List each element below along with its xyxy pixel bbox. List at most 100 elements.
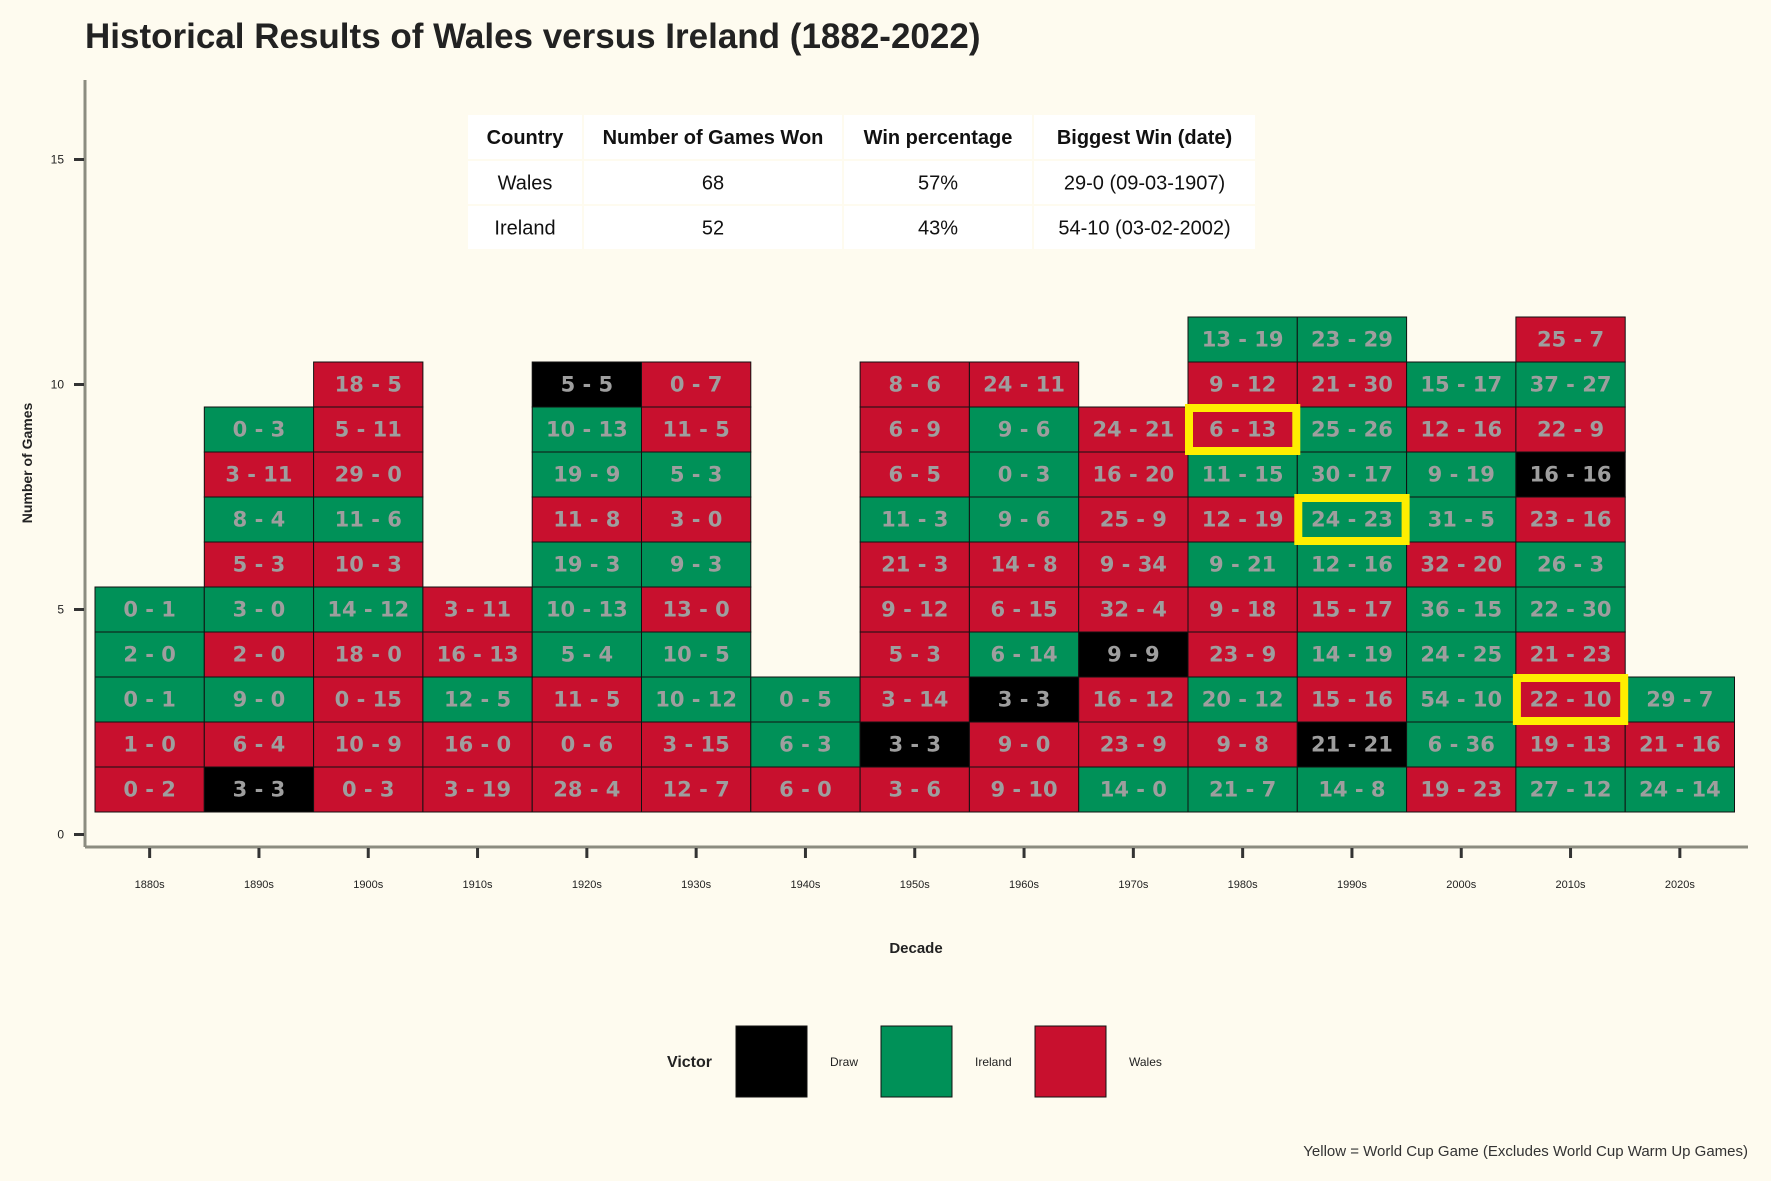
tile-label: 12 - 5 bbox=[444, 688, 511, 712]
tile-label: 27 - 12 bbox=[1530, 778, 1612, 802]
legend-label: Draw bbox=[830, 1055, 858, 1069]
tile-label: 36 - 15 bbox=[1420, 598, 1502, 622]
tile-label: 6 - 13 bbox=[1209, 418, 1276, 442]
table-cell-bg bbox=[468, 115, 582, 159]
y-tick-label: 5 bbox=[57, 603, 64, 617]
tile bbox=[1078, 406, 1189, 453]
x-tick-label: 1980s bbox=[1228, 879, 1258, 891]
tile bbox=[531, 541, 643, 588]
tile-label: 9 - 12 bbox=[1209, 373, 1276, 397]
tile-label: 1 - 0 bbox=[123, 733, 176, 757]
tile bbox=[641, 451, 752, 498]
tile-label: 24 - 14 bbox=[1639, 778, 1721, 802]
tile-label: 25 - 7 bbox=[1537, 328, 1604, 352]
tile bbox=[531, 631, 643, 678]
tile-label: 11 - 3 bbox=[881, 508, 948, 532]
tile-label: 3 - 15 bbox=[663, 733, 730, 757]
tile bbox=[94, 721, 205, 768]
table-cell: 57% bbox=[918, 173, 958, 195]
tile bbox=[750, 676, 861, 723]
x-axis-label: Decade bbox=[889, 940, 942, 957]
tile bbox=[1406, 406, 1517, 453]
tile-label: 23 - 9 bbox=[1100, 733, 1167, 757]
tile-label: 20 - 12 bbox=[1202, 688, 1284, 712]
tile-label: 6 - 9 bbox=[888, 418, 941, 442]
tile bbox=[313, 541, 424, 588]
tile-label: 9 - 8 bbox=[1216, 733, 1269, 757]
tile bbox=[641, 676, 752, 723]
table-cell-bg bbox=[1034, 161, 1255, 204]
tile bbox=[1187, 586, 1298, 633]
tile bbox=[968, 451, 1080, 498]
tile-label: 6 - 4 bbox=[233, 733, 286, 757]
legend-swatch bbox=[1034, 1025, 1107, 1098]
tile bbox=[1296, 496, 1408, 543]
tile-label: 9 - 10 bbox=[990, 778, 1057, 802]
tile bbox=[1078, 766, 1189, 813]
tile-label: 3 - 0 bbox=[670, 508, 723, 532]
tile bbox=[859, 451, 970, 498]
world-cup-highlight bbox=[1294, 494, 1410, 545]
tile bbox=[1515, 586, 1626, 633]
tile bbox=[203, 586, 315, 633]
table-cell-bg bbox=[1034, 206, 1255, 249]
tile-label: 9 - 0 bbox=[233, 688, 286, 712]
x-tick-label: 2000s bbox=[1446, 879, 1476, 891]
x-tick-label: 1990s bbox=[1337, 879, 1367, 891]
tile-label: 22 - 9 bbox=[1537, 418, 1604, 442]
tile bbox=[1296, 406, 1408, 453]
table-cell-bg bbox=[584, 206, 842, 249]
tile-label: 5 - 4 bbox=[561, 643, 614, 667]
x-tick-label: 1920s bbox=[572, 879, 602, 891]
tile bbox=[968, 676, 1080, 723]
tile bbox=[203, 406, 315, 453]
tile-label: 6 - 5 bbox=[888, 463, 941, 487]
tile-label: 54 - 10 bbox=[1420, 688, 1502, 712]
tile-label: 21 - 7 bbox=[1209, 778, 1276, 802]
tile-label: 0 - 15 bbox=[335, 688, 402, 712]
tile bbox=[859, 361, 970, 408]
tile bbox=[94, 586, 205, 633]
y-tick-label: 10 bbox=[51, 378, 65, 392]
x-tick-label: 1970s bbox=[1118, 879, 1148, 891]
legend-label: Wales bbox=[1129, 1055, 1162, 1069]
tile-label: 3 - 11 bbox=[444, 598, 511, 622]
tile-label: 24 - 11 bbox=[983, 373, 1065, 397]
table-cell: 29-0 (09-03-1907) bbox=[1064, 173, 1225, 195]
tile bbox=[641, 541, 752, 588]
tile-label: 14 - 8 bbox=[1318, 778, 1385, 802]
tile bbox=[203, 541, 315, 588]
tile bbox=[203, 721, 315, 768]
table-cell: 43% bbox=[918, 218, 958, 240]
tile bbox=[1515, 721, 1626, 768]
tile bbox=[1515, 451, 1626, 498]
tile bbox=[1624, 766, 1735, 813]
footnote: Yellow = World Cup Game (Excludes World … bbox=[1303, 1143, 1748, 1160]
tile bbox=[1406, 451, 1517, 498]
tile bbox=[968, 361, 1080, 408]
table-cell-bg bbox=[468, 161, 582, 204]
tile bbox=[531, 406, 643, 453]
table-header-cell: Country bbox=[487, 127, 565, 149]
table-cell: Wales bbox=[498, 173, 553, 195]
tile bbox=[313, 586, 424, 633]
tile-label: 11 - 5 bbox=[663, 418, 730, 442]
tile-label: 0 - 1 bbox=[123, 688, 176, 712]
tile bbox=[531, 496, 643, 543]
tile bbox=[313, 676, 424, 723]
tile bbox=[1624, 721, 1735, 768]
tile bbox=[968, 721, 1080, 768]
tile-label: 3 - 3 bbox=[998, 688, 1051, 712]
tile-label: 10 - 3 bbox=[335, 553, 402, 577]
chart-title: Historical Results of Wales versus Irela… bbox=[85, 17, 980, 56]
table-cell: 68 bbox=[702, 173, 724, 195]
tile-label: 15 - 16 bbox=[1311, 688, 1393, 712]
tile-label: 10 - 13 bbox=[546, 418, 628, 442]
tile bbox=[94, 631, 205, 678]
tile-label: 25 - 26 bbox=[1311, 418, 1393, 442]
tile-label: 18 - 0 bbox=[335, 643, 402, 667]
tile-label: 9 - 12 bbox=[881, 598, 948, 622]
tile-label: 22 - 30 bbox=[1530, 598, 1612, 622]
tile-label: 6 - 36 bbox=[1428, 733, 1495, 757]
tile-label: 8 - 6 bbox=[888, 373, 941, 397]
